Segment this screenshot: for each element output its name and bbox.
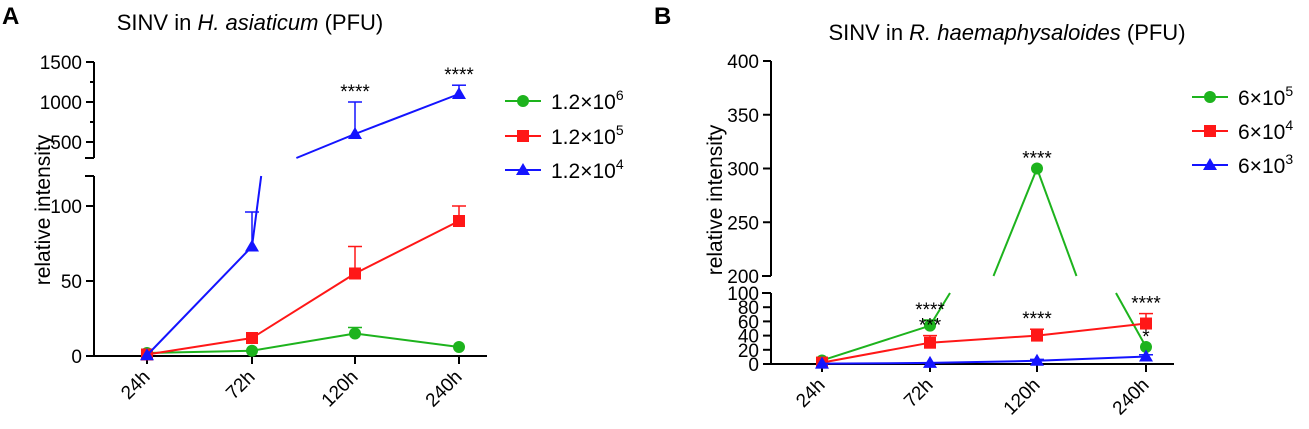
series-line [929,334,1038,344]
series-0: ********* [816,149,1152,367]
series-line [821,341,931,364]
panel-a: A SINV in H. asiaticum (PFU) 0 50 100 500 1000… [2,3,624,411]
legend-marker [517,95,529,107]
data-point [452,87,466,99]
data-point [924,336,936,349]
legend-label: 1.2×104 [551,156,624,183]
legend-label: 1.2×106 [551,87,624,114]
significance-label: **** [340,82,370,103]
legend-label: 6×105 [1238,83,1293,110]
legend-marker [517,130,529,142]
data-point [140,348,154,361]
series-line [1036,322,1147,337]
y-tick-label: 1500 [40,53,82,74]
y-axis-label: relative intensity [704,124,727,275]
significance-label: **** [1131,294,1161,315]
y-tick-label: 0 [71,347,82,368]
data-point [1139,349,1153,362]
data-point [815,356,829,369]
x-tick-label: 24h [792,375,829,412]
data-point [1031,329,1043,342]
y-tick-label: 50 [61,272,82,293]
y-tick-label: 350 [727,106,759,127]
series-line [146,245,253,356]
series-line [821,324,931,362]
x-tick-label: 120h [1000,375,1045,420]
data-point [1140,340,1152,353]
data-point [349,327,361,340]
series-line [251,272,356,339]
series-line [354,93,460,135]
data-point [1031,162,1043,175]
chart-title: SINV in H. asiaticum (PFU) [117,10,384,35]
series-line [1036,168,1078,277]
y-tick-label: 400 [727,52,759,73]
series-line [1036,355,1147,362]
x-tick-label: 120h [318,367,363,412]
y-tick-label: 100 [727,284,759,305]
legend-label: 6×104 [1238,117,1293,144]
series-line [251,332,356,352]
y-tick-label: 100 [50,197,82,218]
series-1: *** ******** [816,294,1161,369]
y-tick-label: 200 [727,267,759,288]
data-point [349,267,361,280]
series-line [992,168,1038,277]
chart-title: SINV in R. haemaphysaloides (PFU) [828,20,1185,45]
y-tick-label: 60 [738,312,759,333]
series-1 [141,205,466,361]
data-point [1030,353,1044,366]
y-tick-label: 0 [748,355,759,376]
significance-label: * [1142,327,1150,348]
y-tick-label: 20 [738,341,759,362]
panel-letter: B [654,3,671,30]
series-line [929,359,1038,364]
panel-letter: A [2,3,19,30]
data-point [246,344,258,357]
y-tick-label: 1000 [40,93,82,114]
series-line [146,337,253,356]
data-point [924,319,936,332]
data-point [246,332,258,344]
y-tick-label: 500 [50,133,82,154]
legend-marker [1203,158,1217,170]
y-tick-label: 250 [727,213,759,234]
significance-label: **** [915,300,945,321]
y-tick-label: 40 [738,327,759,348]
legend-label: 1.2×105 [551,122,624,149]
y-tick-label: 80 [738,298,759,319]
significance-label: **** [444,65,474,86]
data-point [453,215,465,227]
series-line [1115,292,1147,348]
significance-label: **** [1022,149,1052,170]
data-point [348,127,362,139]
data-point [453,341,465,353]
series-line [295,133,356,159]
data-point [1140,317,1152,330]
series-2: **** **** [140,65,474,361]
x-tick-label: 72h [222,367,259,404]
series-2 [815,349,1153,369]
x-tick-label: 240h [422,367,467,412]
x-tick-label: 72h [900,375,937,412]
y-tick-label: 300 [727,160,759,181]
y-axis-label: relative intensity [32,134,55,285]
series-line [354,220,460,275]
legend-marker [516,163,530,175]
x-tick-label: 24h [117,367,154,404]
series-line [821,361,931,365]
data-point [245,239,259,252]
x-tick-label: 240h [1109,375,1154,420]
legend-label: 6×103 [1238,151,1293,178]
significance-label: *** [919,316,942,337]
series-line [354,332,460,348]
data-point [923,355,937,368]
legend-marker [1204,125,1216,137]
legend-marker [1204,91,1216,103]
significance-label: **** [1022,309,1052,330]
series-0 [141,326,465,359]
